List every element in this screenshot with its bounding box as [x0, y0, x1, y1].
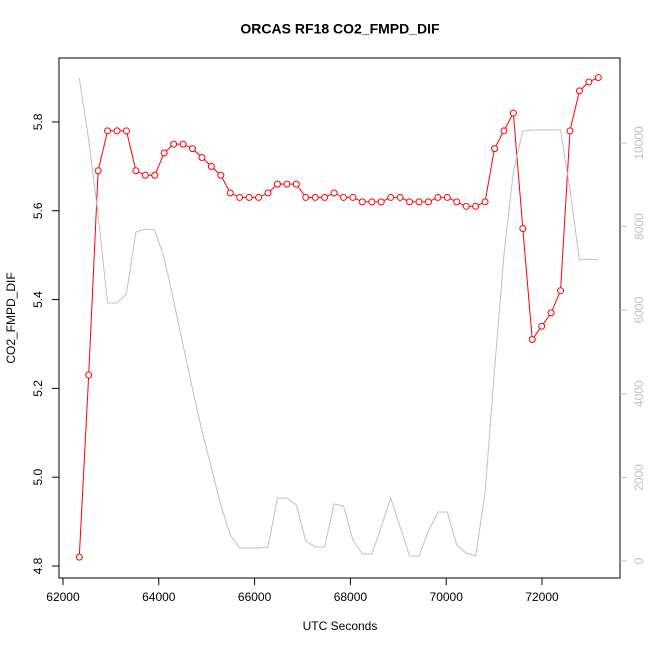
- data-point: [236, 193, 244, 201]
- data-point: [387, 193, 395, 201]
- y2-tick-label: 10000: [632, 126, 646, 160]
- data-point: [472, 202, 480, 210]
- data-point: [207, 162, 215, 170]
- data-point: [519, 225, 527, 233]
- data-point: [189, 145, 197, 153]
- data-point: [339, 193, 347, 201]
- data-point: [557, 287, 565, 295]
- y-tick-label: 4.8: [31, 557, 45, 574]
- y2-tick-label: 4000: [632, 380, 646, 407]
- data-point: [198, 153, 206, 161]
- data-point: [462, 202, 470, 210]
- y-tick-label: 5.8: [31, 113, 45, 130]
- data-point: [396, 193, 404, 201]
- data-point: [349, 193, 357, 201]
- data-point: [538, 322, 546, 330]
- data-point: [585, 78, 593, 86]
- data-point: [566, 127, 574, 135]
- data-point: [330, 189, 338, 197]
- data-point: [368, 198, 376, 206]
- data-point: [509, 109, 517, 117]
- data-point: [283, 180, 291, 188]
- data-point: [226, 189, 234, 197]
- data-point: [500, 127, 508, 135]
- series-line: [78, 77, 599, 558]
- y-tick-label: 5.0: [31, 469, 45, 486]
- data-point: [358, 198, 366, 206]
- data-point: [217, 171, 225, 179]
- data-point: [415, 198, 423, 206]
- x-tick-label: 72000: [525, 590, 559, 604]
- x-axis-title: UTC Seconds: [303, 619, 378, 633]
- data-point: [311, 193, 319, 201]
- x-tick-label: 70000: [430, 590, 464, 604]
- data-point: [94, 167, 102, 175]
- data-point: [179, 140, 187, 148]
- data-point: [547, 309, 555, 317]
- chart-title: ORCAS RF18 CO2_FMPD_DIF: [240, 21, 440, 37]
- data-point: [490, 145, 498, 153]
- data-point: [255, 193, 263, 201]
- data-point: [292, 180, 300, 188]
- data-point: [594, 74, 602, 82]
- data-point: [141, 171, 149, 179]
- y-tick-label: 5.6: [31, 202, 45, 219]
- x-tick-label: 68000: [334, 590, 368, 604]
- data-point: [424, 198, 432, 206]
- data-point: [264, 189, 272, 197]
- data-point: [75, 553, 83, 561]
- data-point: [122, 127, 130, 135]
- y2-tick-label: 2000: [632, 464, 646, 491]
- series-line: [78, 77, 599, 557]
- data-point: [443, 193, 451, 201]
- y2-tick-label: 8000: [632, 213, 646, 240]
- data-point: [481, 198, 489, 206]
- data-point: [170, 140, 178, 148]
- plot-frame: [58, 57, 621, 579]
- data-point: [575, 87, 583, 95]
- y-tick-label: 5.4: [31, 291, 45, 308]
- data-point: [302, 193, 310, 201]
- data-point: [453, 198, 461, 206]
- x-tick-label: 62000: [46, 590, 80, 604]
- y-tick-label: 5.2: [31, 380, 45, 397]
- data-point: [273, 180, 281, 188]
- x-tick-label: 64000: [142, 590, 176, 604]
- data-point: [245, 193, 253, 201]
- data-point: [160, 149, 168, 157]
- data-point: [528, 336, 536, 344]
- y-axis-title: CO2_FMPD_DIF: [4, 272, 18, 363]
- data-point: [321, 193, 329, 201]
- x-tick-label: 66000: [238, 590, 272, 604]
- data-point: [85, 371, 93, 379]
- data-point: [406, 198, 414, 206]
- data-point: [132, 167, 140, 175]
- data-point: [113, 127, 121, 135]
- y2-tick-label: 0: [632, 557, 646, 564]
- data-point: [434, 193, 442, 201]
- y2-tick-label: 6000: [632, 297, 646, 324]
- data-point: [377, 198, 385, 206]
- data-point: [104, 127, 112, 135]
- data-point: [151, 171, 159, 179]
